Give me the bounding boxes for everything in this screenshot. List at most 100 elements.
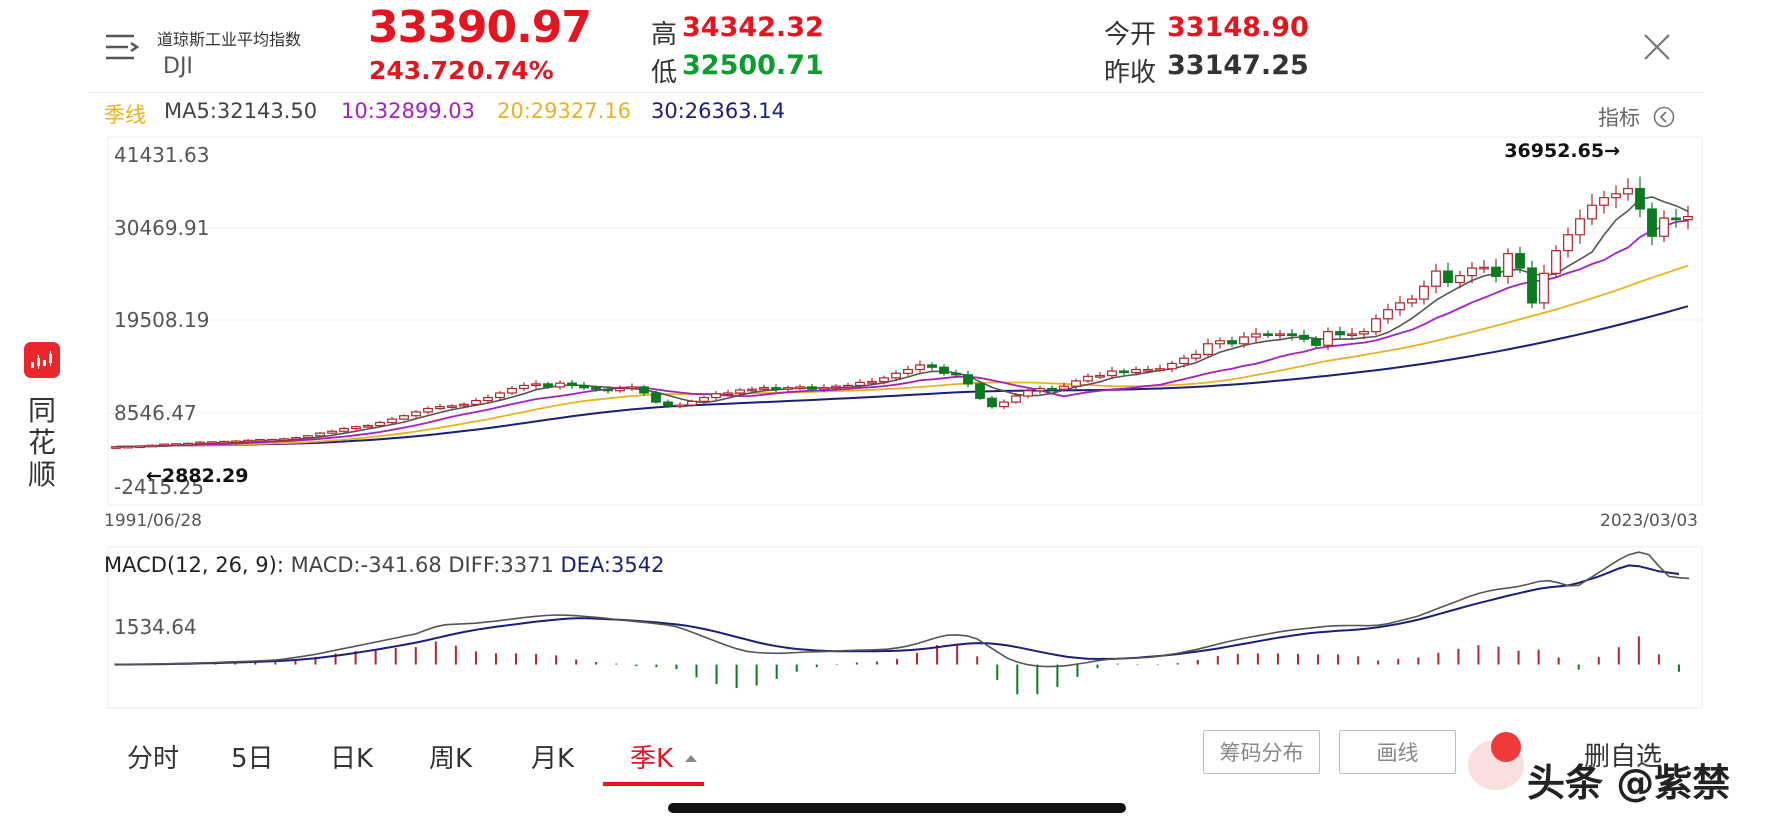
candle-up (831, 385, 841, 389)
candle-up (1011, 395, 1021, 403)
candle-up (555, 382, 565, 388)
tab-quarterly-k-label: 季K (630, 744, 674, 774)
candle-up (363, 424, 373, 428)
candle-down (603, 388, 613, 392)
candle-down (807, 386, 817, 390)
tab-monthly-k[interactable]: 月K (531, 744, 575, 774)
candle-up (843, 384, 853, 388)
candle-up (423, 407, 433, 413)
candle-up (159, 443, 169, 447)
candle-up (747, 388, 757, 392)
active-tab-underline (603, 782, 704, 786)
candle-up (1323, 331, 1333, 346)
sidebar-char-3: 顺 (28, 458, 57, 491)
candle-up (447, 405, 457, 408)
low-value: 32500.71 (682, 50, 824, 81)
candle-up (1623, 187, 1633, 195)
tonghuashun-logo[interactable] (24, 342, 60, 378)
ma10-line (115, 219, 1689, 448)
candle-up (1143, 368, 1153, 372)
ma5-legend: MA5:32143.50 (164, 99, 318, 123)
dea-line (114, 564, 1680, 666)
candle-up (999, 401, 1009, 408)
candle-up (867, 381, 877, 384)
price-change: 243.72 (369, 56, 466, 85)
candle-down (963, 374, 973, 385)
candle-down (663, 401, 673, 407)
candle-down (579, 384, 589, 389)
kline-axis-labels: 41431.63 30469.91 19508.19 8546.47 -2415.25 1… (104, 140, 1698, 531)
diff-line (114, 551, 1690, 668)
candle-up (507, 387, 517, 394)
candle-down (1635, 187, 1645, 210)
candle-up (675, 404, 685, 408)
moving-average-lines (115, 196, 1689, 448)
candle-up (1455, 275, 1465, 284)
candle-up (819, 387, 829, 390)
floating-assistant-dot[interactable] (1491, 732, 1521, 762)
candle-up (1371, 318, 1381, 333)
candle-up (1467, 267, 1477, 277)
indicator-button[interactable]: 指标 (1598, 102, 1675, 132)
kline-logo-icon (31, 351, 52, 369)
remove-watchlist-button[interactable]: 删自选 (1584, 742, 1663, 772)
candle-up (111, 446, 121, 449)
candle-up (267, 438, 277, 442)
open-label: 今开 (1104, 20, 1157, 50)
macd-y-tick-label: 1534.64 (114, 615, 197, 639)
candle-up (351, 426, 361, 430)
candle-up (483, 396, 493, 402)
candle-up (459, 403, 469, 407)
candle-up (1551, 250, 1561, 274)
index-name: 道琼斯工业平均指数 (157, 30, 302, 49)
candle-up (1215, 340, 1225, 345)
circle-chevron-left-icon (1653, 106, 1674, 128)
candle-up (1599, 197, 1609, 206)
candle-up (291, 437, 301, 440)
sidebar-char-1: 同 (28, 394, 57, 427)
candle-down (1119, 370, 1129, 374)
menu-icon[interactable] (104, 30, 140, 64)
tab-weekly-k[interactable]: 周K (429, 744, 473, 774)
candle-up (135, 445, 145, 449)
candle-down (987, 397, 997, 408)
candle-up (327, 430, 337, 434)
candle-up (711, 393, 721, 399)
max-annotation: 36952.65→ (1504, 140, 1620, 162)
candle-up (1347, 333, 1357, 337)
low-label: 低 (651, 58, 678, 88)
tab-5day[interactable]: 5日 (231, 744, 274, 774)
open-value: 33148.90 (1167, 12, 1309, 43)
candle-up (1563, 234, 1573, 252)
candle-up (1251, 333, 1261, 338)
candle-up (219, 440, 229, 444)
candle-up (1407, 298, 1417, 304)
candle-up (1395, 302, 1405, 311)
sidebar-char-2: 花 (28, 426, 57, 459)
candle-up (1431, 270, 1441, 287)
candle-down (1491, 266, 1501, 277)
ma-period-label: 季线 (104, 103, 146, 127)
home-indicator[interactable] (668, 803, 1126, 813)
candle-up (1023, 390, 1033, 397)
candle-up (1155, 368, 1165, 371)
macd-frame (107, 546, 1703, 709)
candle-up (1239, 336, 1249, 345)
candle-up (699, 396, 709, 402)
candle-up (1071, 380, 1081, 387)
candle-up (1383, 309, 1393, 320)
ma30-legend: 30:26363.14 (651, 99, 785, 123)
candle-down (951, 372, 961, 376)
candle-up (1095, 374, 1105, 378)
tab-quarterly-k[interactable]: 季K (630, 738, 698, 775)
tab-intraday[interactable]: 分时 (127, 744, 180, 774)
candle-down (927, 364, 937, 368)
draw-line-button[interactable]: 画线 (1339, 730, 1456, 774)
chip-distribution-button[interactable]: 筹码分布 (1203, 730, 1320, 774)
macd-value: MACD:-341.68 (290, 553, 442, 577)
macd-histogram (114, 636, 1680, 695)
macd-title: MACD(12, 26, 9): (104, 553, 284, 577)
tab-daily-k[interactable]: 日K (330, 744, 374, 774)
close-icon[interactable] (1640, 30, 1674, 64)
